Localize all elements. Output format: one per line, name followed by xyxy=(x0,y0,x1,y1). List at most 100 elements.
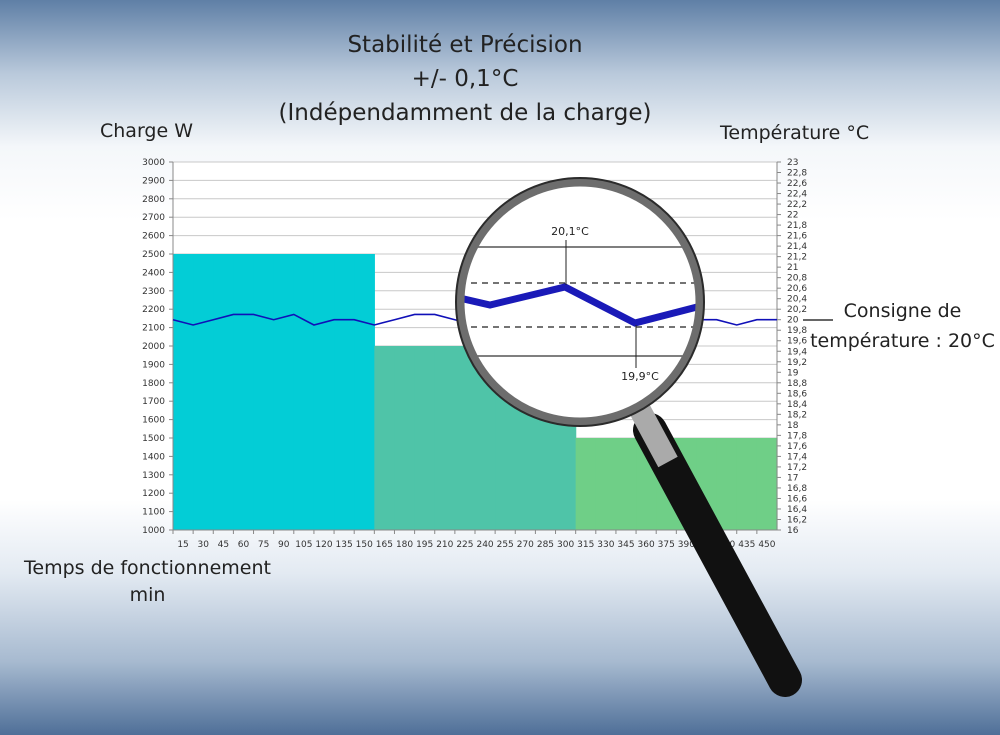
right-tick-label: 16,4 xyxy=(787,505,807,515)
right-tick-label: 22,4 xyxy=(787,190,807,200)
x-tick-label: 210 xyxy=(436,540,453,550)
bar xyxy=(595,438,617,530)
left-tick-label: 3000 xyxy=(142,158,165,168)
x-tick-label: 180 xyxy=(396,540,413,550)
right-tick-label: 20,2 xyxy=(787,305,807,315)
bar xyxy=(575,438,597,530)
x-tick-label: 330 xyxy=(597,540,614,550)
right-tick-label: 16,6 xyxy=(787,494,807,504)
bar xyxy=(374,346,396,530)
title-line-1: Stabilité et Précision xyxy=(347,32,583,58)
right-tick-label: 19,4 xyxy=(787,347,807,357)
x-tick-label: 300 xyxy=(557,540,574,550)
lens-rim xyxy=(455,177,705,427)
x-tick-label: 30 xyxy=(197,540,209,550)
left-tick-label: 2100 xyxy=(142,324,165,334)
right-tick-label: 21,2 xyxy=(787,253,807,263)
lens-rim-outer xyxy=(455,177,705,427)
x-tick-label: 120 xyxy=(315,540,332,550)
x-tick-label: 345 xyxy=(617,540,634,550)
bar xyxy=(213,254,234,530)
x-tick-label: 315 xyxy=(577,540,594,550)
left-tick-label: 2500 xyxy=(142,250,165,260)
x-tick-label: 270 xyxy=(517,540,534,550)
bar xyxy=(394,346,416,530)
right-tick-label: 18,6 xyxy=(787,389,807,399)
x-tick-label: 255 xyxy=(497,540,514,550)
bar xyxy=(716,438,738,530)
x-axis-label: Temps de fonctionnement min xyxy=(24,557,271,606)
x-tick-label: 375 xyxy=(658,540,675,550)
left-tick-label: 1200 xyxy=(142,489,165,499)
right-tick-label: 19 xyxy=(787,368,799,378)
left-tick-label: 1500 xyxy=(142,434,165,444)
right-tick-label: 21,8 xyxy=(787,221,807,231)
left-tick-label: 2200 xyxy=(142,305,165,315)
chart-title: Stabilité et Précision +/- 0,1°C (Indépe… xyxy=(0,28,930,130)
right-tick-label: 18,2 xyxy=(787,410,807,420)
right-tick-label: 17,2 xyxy=(787,463,807,473)
left-tick-label: 1400 xyxy=(142,452,165,462)
right-tick-label: 17,8 xyxy=(787,431,807,441)
bar xyxy=(434,346,456,530)
x-tick-label: 435 xyxy=(738,540,755,550)
left-tick-label: 1000 xyxy=(142,526,165,536)
bar xyxy=(736,438,758,530)
right-tick-label: 16,2 xyxy=(787,515,807,525)
x-tick-label: 150 xyxy=(356,540,373,550)
magnifier-collar xyxy=(630,404,678,468)
left-tick-label: 1700 xyxy=(142,397,165,407)
magnifier-lens: 20,1°C 19,9°C xyxy=(455,177,705,427)
x-tick-label: 195 xyxy=(416,540,433,550)
right-tick-label: 22,8 xyxy=(787,169,807,179)
x-tick-label: 450 xyxy=(758,540,775,550)
left-tick-label: 2600 xyxy=(142,232,165,242)
left-tick-label: 2700 xyxy=(142,213,165,223)
bar xyxy=(354,254,375,530)
right-tick-label: 19,6 xyxy=(787,337,807,347)
right-tick-label: 20,6 xyxy=(787,284,807,294)
right-tick-label: 17,6 xyxy=(787,442,807,452)
lens-temperature-line xyxy=(460,283,700,327)
x-tick-label: 165 xyxy=(376,540,393,550)
right-tick-label: 19,8 xyxy=(787,326,807,336)
x-tick-label: 360 xyxy=(638,540,655,550)
right-tick-label: 17,4 xyxy=(787,452,807,462)
bar xyxy=(273,254,295,530)
left-tick-label: 1300 xyxy=(142,471,165,481)
right-tick-label: 20,4 xyxy=(787,295,807,305)
right-tick-label: 22,2 xyxy=(787,200,807,210)
right-tick-label: 18,8 xyxy=(787,379,807,389)
right-axis-label: Température °C xyxy=(720,122,870,144)
right-tick-label: 16 xyxy=(787,526,799,536)
x-tick-label: 225 xyxy=(456,540,473,550)
bar xyxy=(173,254,194,530)
right-tick-label: 23 xyxy=(787,158,798,168)
x-tick-label: 60 xyxy=(238,540,250,550)
right-tick-label: 20 xyxy=(787,316,799,326)
left-tick-label: 2400 xyxy=(142,268,165,278)
right-tick-label: 20,8 xyxy=(787,274,807,284)
bar xyxy=(293,254,315,530)
bar xyxy=(615,438,637,530)
title-line-3: (Indépendamment de la charge) xyxy=(278,100,652,126)
x-tick-label: 90 xyxy=(278,540,290,550)
x-tick-label: 45 xyxy=(218,540,229,550)
left-tick-label: 2900 xyxy=(142,176,165,186)
title-line-2: +/- 0,1°C xyxy=(411,66,519,92)
right-tick-label: 21,4 xyxy=(787,242,807,252)
bar xyxy=(475,346,496,530)
left-axis-label: Charge W xyxy=(100,120,194,142)
lens-background xyxy=(460,182,700,422)
bar xyxy=(313,254,335,530)
right-tick-label: 18,4 xyxy=(787,400,807,410)
lens-content: 20,1°C 19,9°C xyxy=(460,182,700,422)
x-tick-label: 240 xyxy=(476,540,493,550)
right-tick-label: 21,6 xyxy=(787,232,807,242)
magnifier-handle xyxy=(633,413,802,697)
right-tick-label: 19,2 xyxy=(787,358,807,368)
x-tick-label: 15 xyxy=(177,540,188,550)
x-tick-label: 285 xyxy=(537,540,554,550)
bar xyxy=(414,346,436,530)
